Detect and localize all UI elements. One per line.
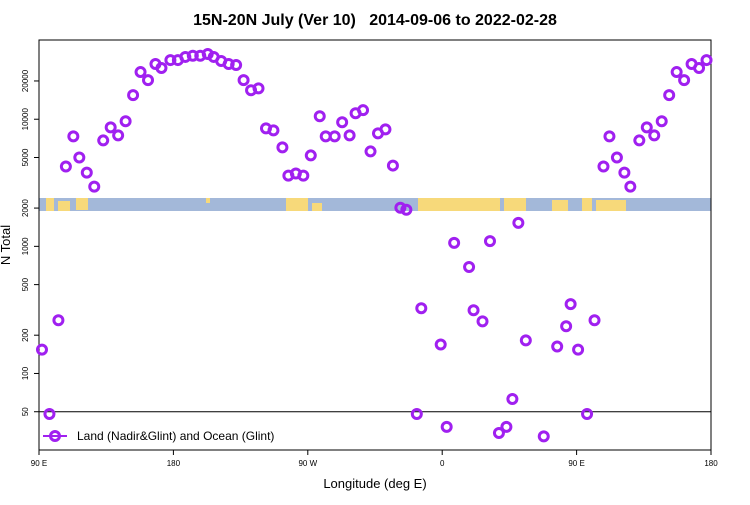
y-tick-label: 20000 xyxy=(21,69,30,92)
point xyxy=(415,302,428,315)
point xyxy=(537,430,550,443)
x-tick-label: 90 E xyxy=(31,459,47,468)
point xyxy=(276,141,289,154)
point xyxy=(581,407,594,420)
point xyxy=(73,151,86,164)
point xyxy=(560,320,573,333)
point xyxy=(670,66,683,79)
plot-frame xyxy=(38,39,712,451)
point xyxy=(693,61,706,74)
x-axis-label: Longitude (deg E) xyxy=(323,476,426,491)
point xyxy=(655,115,668,128)
y-tick-label: 200 xyxy=(21,328,30,342)
y-axis-label: N Total xyxy=(0,225,13,265)
y-tick-label: 500 xyxy=(21,277,30,291)
y-tick-label: 5000 xyxy=(21,148,30,166)
point xyxy=(663,89,676,102)
point xyxy=(700,54,713,67)
point xyxy=(142,74,155,87)
point xyxy=(67,130,80,143)
point xyxy=(678,74,691,87)
point xyxy=(440,420,453,433)
point xyxy=(112,129,125,142)
point xyxy=(483,235,496,248)
y-tick-label: 100 xyxy=(21,366,30,380)
point xyxy=(640,121,653,134)
legend-item: Land (Nadir&Glint) and Ocean (Glint) xyxy=(43,429,274,443)
map-strip xyxy=(39,198,711,211)
point xyxy=(588,314,601,327)
point xyxy=(43,407,56,420)
point xyxy=(379,123,392,136)
point xyxy=(357,104,370,117)
x-tick-label: 0 xyxy=(440,459,445,468)
point xyxy=(164,54,177,67)
point xyxy=(519,334,532,347)
point xyxy=(267,124,280,137)
point xyxy=(364,145,377,158)
point xyxy=(343,129,356,142)
point xyxy=(237,74,250,87)
point xyxy=(386,159,399,172)
point xyxy=(467,304,480,317)
point xyxy=(52,314,65,327)
point xyxy=(633,134,646,147)
point xyxy=(35,343,48,356)
point xyxy=(448,236,461,249)
point xyxy=(603,130,616,143)
point xyxy=(59,160,72,173)
point xyxy=(410,407,423,420)
point xyxy=(506,392,519,405)
point xyxy=(119,115,132,128)
x-tick-label: 180 xyxy=(704,459,718,468)
point xyxy=(551,340,564,353)
point xyxy=(97,134,110,147)
y-tick-label: 2000 xyxy=(21,199,30,217)
legend-label: Land (Nadir&Glint) and Ocean (Glint) xyxy=(77,429,274,443)
point xyxy=(336,116,349,129)
point xyxy=(328,130,341,143)
point xyxy=(618,166,631,179)
chart-title: 15N-20N July (Ver 10) 2014-09-06 to 2022… xyxy=(193,12,557,29)
point xyxy=(572,343,585,356)
y-tick-label: 1000 xyxy=(21,237,30,255)
point xyxy=(127,89,140,102)
point xyxy=(434,338,447,351)
point xyxy=(80,166,93,179)
point xyxy=(597,160,610,173)
point xyxy=(186,49,199,62)
point xyxy=(252,82,265,95)
point xyxy=(230,59,243,72)
x-tick-label: 90 E xyxy=(568,459,584,468)
point xyxy=(512,216,525,229)
point xyxy=(492,427,505,440)
legend-marker xyxy=(49,430,61,442)
x-tick-label: 180 xyxy=(167,459,181,468)
point xyxy=(297,169,310,182)
point xyxy=(624,180,637,193)
point xyxy=(463,260,476,273)
point xyxy=(313,110,326,123)
point xyxy=(648,129,661,142)
point xyxy=(564,298,577,311)
point xyxy=(88,180,101,193)
point xyxy=(400,203,413,216)
point xyxy=(304,149,317,162)
x-tick-label: 90 W xyxy=(298,459,317,468)
y-tick-label: 50 xyxy=(21,407,30,416)
point xyxy=(134,66,147,79)
point xyxy=(476,315,489,328)
point xyxy=(610,151,623,164)
y-tick-label: 10000 xyxy=(21,108,30,131)
point xyxy=(500,420,513,433)
point xyxy=(104,121,117,134)
point xyxy=(394,201,407,214)
point xyxy=(155,61,168,74)
